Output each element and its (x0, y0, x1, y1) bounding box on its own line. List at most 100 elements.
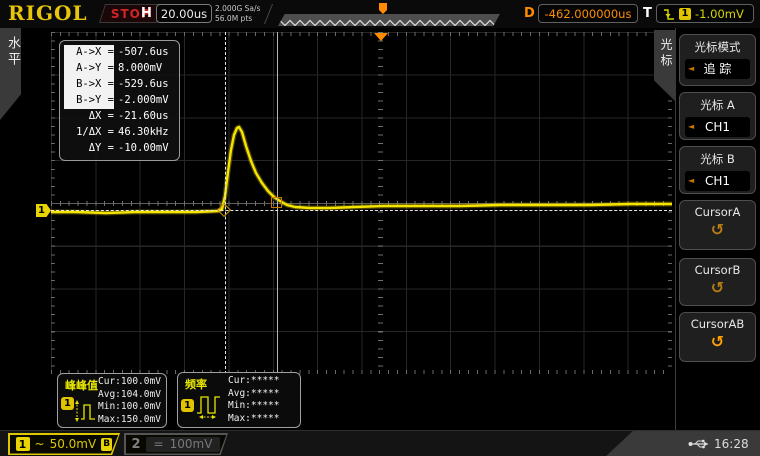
menu-item-cursor-b-source[interactable]: 光标 B ◄ CH1 (679, 146, 756, 194)
trigger-label: T (643, 6, 652, 21)
rotate-knob-icon: ↺ (680, 331, 755, 353)
readout-value: -529.6us (118, 77, 169, 93)
menu-item-cursor-a-source[interactable]: 光标 A ◄ CH1 (679, 92, 756, 140)
menu-item-cursor-b-knob[interactable]: CursorB ↺ (679, 258, 756, 306)
cursor-b-vertical-line[interactable] (225, 32, 226, 374)
readout-row: A->X =-507.6us (64, 45, 174, 61)
vpp-channel-badge: 1 (61, 397, 74, 410)
trigger-level-value: -1.00mV (695, 7, 744, 21)
falling-edge-trigger-icon (663, 7, 675, 21)
horizontal-label: H (141, 6, 152, 21)
ch2-tab-content: 2 = 100mV (126, 435, 227, 454)
readout-label: B->Y = (64, 93, 114, 109)
cursor-a-source-title: 光标 A (680, 97, 755, 113)
readout-row: A->Y =8.000mV (64, 61, 174, 77)
clock-display: 16:28 (714, 437, 749, 451)
menu-item-cursor-a-knob[interactable]: CursorA ↺ (679, 200, 756, 250)
readout-label: 1/ΔX = (64, 125, 114, 141)
sample-rate-display: 2.000G Sa/s 56.0M pts (215, 4, 265, 23)
readout-label: ΔX = (64, 109, 114, 125)
horizontal-tab-label: 水平 (3, 36, 22, 68)
readout-value: -10.00mV (118, 141, 169, 157)
measurement-box-frequency[interactable]: 频率 Cur:***** Avg:***** Min:***** Max:***… (177, 372, 301, 428)
cursor-b-knob-title: CursorB (680, 263, 755, 277)
readout-label: ΔY = (64, 141, 114, 157)
trigger-info-display[interactable]: 1 -1.00mV (656, 4, 754, 23)
top-status-bar: RIGOL STOP H 20.00us 2.000G Sa/s 56.0M p… (0, 0, 760, 28)
vpp-title: 峰峰值 (65, 377, 98, 393)
readout-value: 8.000mV (118, 61, 162, 77)
rotate-knob-icon: ↺ (680, 277, 755, 299)
readout-value: -2.000mV (118, 93, 169, 109)
measurement-box-vpp[interactable]: 峰峰值 Cur:100.0mV Avg:104.0mV Min:100.0mV … (57, 373, 167, 428)
delay-value-display[interactable]: -462.000000us (538, 4, 638, 23)
cursor-tab-label: 光标 (658, 38, 675, 70)
sample-rate-value: 2.000G Sa/s (215, 4, 265, 14)
oscilloscope-screen: RIGOL STOP H 20.00us 2.000G Sa/s 56.0M p… (0, 0, 760, 456)
readout-row: B->X =-529.6us (64, 77, 174, 93)
delay-label: D (524, 6, 535, 21)
readout-value: -21.60us (118, 109, 169, 125)
usb-icon (688, 439, 710, 449)
brand-logo: RIGOL (8, 1, 88, 25)
cursor-ab-knob-title: CursorAB (680, 317, 755, 331)
ch2-scale: 100mV (170, 437, 213, 451)
menu-item-cursor-mode[interactable]: 光标模式 ◄ 追 踪 (679, 34, 756, 86)
cursor-a-source-label: CH1 (705, 120, 730, 134)
run-state-indicator[interactable]: STOP (99, 4, 163, 23)
cursor-a-source-value: ◄ CH1 (685, 117, 750, 137)
ch2-status-tab[interactable]: 2 = 100mV (124, 433, 228, 455)
cursor-readout-box: A->X =-507.6us A->Y =8.000mV B->X =-529.… (59, 40, 180, 161)
ch2-coupling: = (154, 437, 164, 451)
ch2-badge: 2 (132, 437, 141, 452)
readout-row: 1/ΔX =46.30kHz (64, 125, 174, 141)
trigger-source-badge: 1 (679, 8, 691, 20)
readout-row: ΔX =-21.60us (64, 109, 174, 125)
cursor-b-horizontal-line[interactable] (51, 210, 672, 211)
frequency-stats: Cur:***** Avg:***** Min:***** Max:***** (228, 375, 279, 425)
ch1-ground-level-marker[interactable]: 1 (36, 204, 51, 217)
trigger-position-flag-icon[interactable] (379, 3, 387, 10)
frequency-pulse-icon (196, 391, 224, 419)
topbar-divider (264, 4, 273, 24)
memory-depth-value: 56.0M pts (215, 14, 265, 24)
ch1-badge: 1 (16, 437, 30, 451)
frequency-channel-badge: 1 (181, 399, 194, 412)
tab-horizontal-menu[interactable]: 水平 (0, 28, 21, 120)
cursor-a-track-marker[interactable] (271, 197, 282, 208)
ch1-tab-content: 1 ~ 50.0mV B (10, 435, 119, 454)
menu-item-cursor-ab-knob[interactable]: CursorAB ↺ (679, 312, 756, 362)
readout-value: 46.30kHz (118, 125, 169, 141)
vpp-pulse-icon (75, 398, 97, 424)
readout-label: A->X = (64, 45, 114, 61)
cursor-b-source-label: CH1 (705, 174, 730, 188)
readout-label: B->X = (64, 77, 114, 93)
readout-value: -507.6us (118, 45, 169, 61)
bottom-right-panel: 16:28 (605, 431, 760, 456)
readout-row: ΔY =-10.00mV (64, 141, 174, 157)
chevron-left-icon: ◄ (688, 117, 694, 137)
ch1-bandwidth-limit-icon: B (101, 438, 112, 451)
readout-label: A->Y = (64, 61, 114, 77)
waveform-position-bar[interactable] (278, 14, 500, 26)
cursor-mode-value: ◄ 追 踪 (685, 59, 750, 79)
timebase-display[interactable]: 20.00us (156, 4, 212, 23)
ch1-ground-label: 1 (38, 205, 45, 216)
cursor-a-knob-title: CursorA (680, 205, 755, 219)
chevron-left-icon: ◄ (688, 59, 694, 79)
cursor-b-source-title: 光标 B (680, 151, 755, 167)
readout-row: B->Y =-2.000mV (64, 93, 174, 109)
ch1-status-tab[interactable]: 1 ~ 50.0mV B (8, 433, 120, 455)
ch1-scale: 50.0mV (50, 437, 97, 451)
frequency-title: 频率 (185, 376, 207, 392)
vpp-stats: Cur:100.0mV Avg:104.0mV Min:100.0mV Max:… (98, 376, 161, 426)
waveform-position-zigzag (278, 17, 500, 29)
cursor-mode-title: 光标模式 (680, 39, 755, 55)
cursor-mode-value-label: 追 踪 (704, 62, 732, 76)
ch1-coupling: ~ (35, 437, 45, 451)
rotate-knob-icon: ↺ (680, 219, 755, 241)
chevron-left-icon: ◄ (688, 171, 694, 191)
cursor-b-source-value: ◄ CH1 (685, 171, 750, 191)
bottom-status-bar: 1 ~ 50.0mV B 2 = 100mV (0, 430, 760, 456)
ch2-scale-box: = 100mV (146, 437, 221, 452)
